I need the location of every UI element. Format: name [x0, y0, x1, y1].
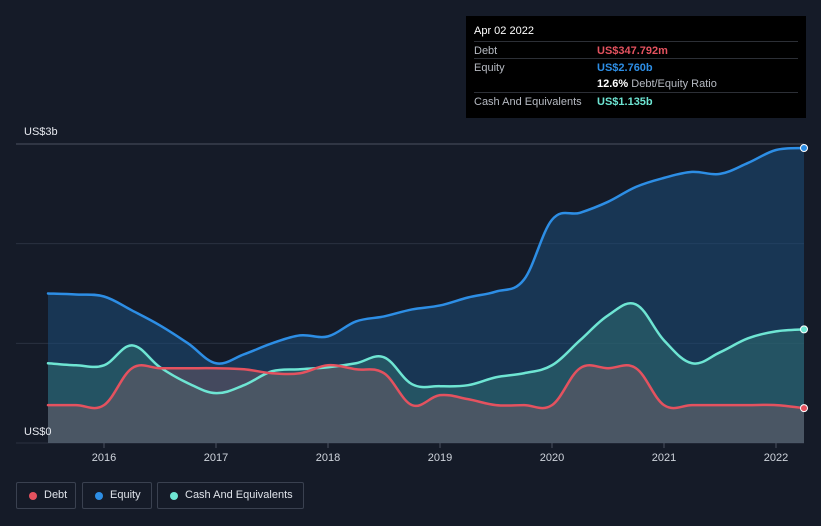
y-axis-bottom-label: US$0	[24, 426, 52, 438]
x-tick-label: 2020	[540, 452, 564, 464]
tooltip-label: Cash And Equivalents	[474, 96, 582, 108]
x-tick-label: 2021	[652, 452, 676, 464]
chart-end-markers	[800, 143, 808, 413]
y-axis-top-label: US$3b	[24, 126, 58, 138]
x-tick-label: 2018	[316, 452, 340, 464]
x-tick-label: 2017	[204, 452, 228, 464]
legend-label: Debt	[44, 489, 68, 501]
tooltip-value: US$1.135b	[597, 96, 653, 108]
x-axis-ticks: 2016 2017 2018 2019 2020 2021 2022	[92, 443, 788, 464]
x-tick-label: 2022	[764, 452, 788, 464]
legend-label: Equity	[110, 489, 141, 501]
tooltip-row-equity: Equity US$2.760b	[474, 58, 798, 76]
equity-line	[46, 146, 806, 365]
equity-dot-icon	[95, 492, 103, 500]
chart-lines	[46, 146, 806, 410]
data-tooltip: Apr 02 2022 Debt US$347.792m Equity US$2…	[466, 16, 806, 118]
ratio-value: 12.6%	[597, 78, 629, 90]
legend-debt-toggle[interactable]: Debt	[16, 482, 76, 509]
equity-end-marker	[800, 143, 808, 152]
chart-areas	[48, 147, 804, 443]
debt-area	[48, 365, 804, 443]
ratio-label: Debt/Equity Ratio	[631, 78, 717, 90]
tooltip-label: Equity	[474, 62, 505, 74]
debt-end-marker	[800, 404, 808, 413]
tooltip-row-cash: Cash And Equivalents US$1.135b	[474, 92, 798, 110]
legend-label: Cash And Equivalents	[185, 489, 293, 501]
tooltip-value: US$347.792m	[597, 45, 668, 57]
cash-dot-icon	[170, 492, 178, 500]
x-tick-label: 2019	[428, 452, 452, 464]
tooltip-row-debt: Debt US$347.792m	[474, 41, 798, 59]
debt-dot-icon	[29, 492, 37, 500]
tooltip-label: Debt	[474, 45, 498, 57]
tooltip-ratio: 12.6% Debt/Equity Ratio	[597, 78, 717, 90]
debt-line	[46, 363, 806, 410]
legend-equity-toggle[interactable]: Equity	[82, 482, 152, 509]
tooltip-date: Apr 02 2022	[474, 25, 534, 37]
tooltip-value: US$2.760b	[597, 62, 653, 74]
cash-and-equivalents-line	[46, 302, 806, 395]
cash-and-equivalents-end-marker	[800, 325, 808, 334]
legend-cash-toggle[interactable]: Cash And Equivalents	[157, 482, 304, 509]
x-tick-label: 2016	[92, 452, 116, 464]
